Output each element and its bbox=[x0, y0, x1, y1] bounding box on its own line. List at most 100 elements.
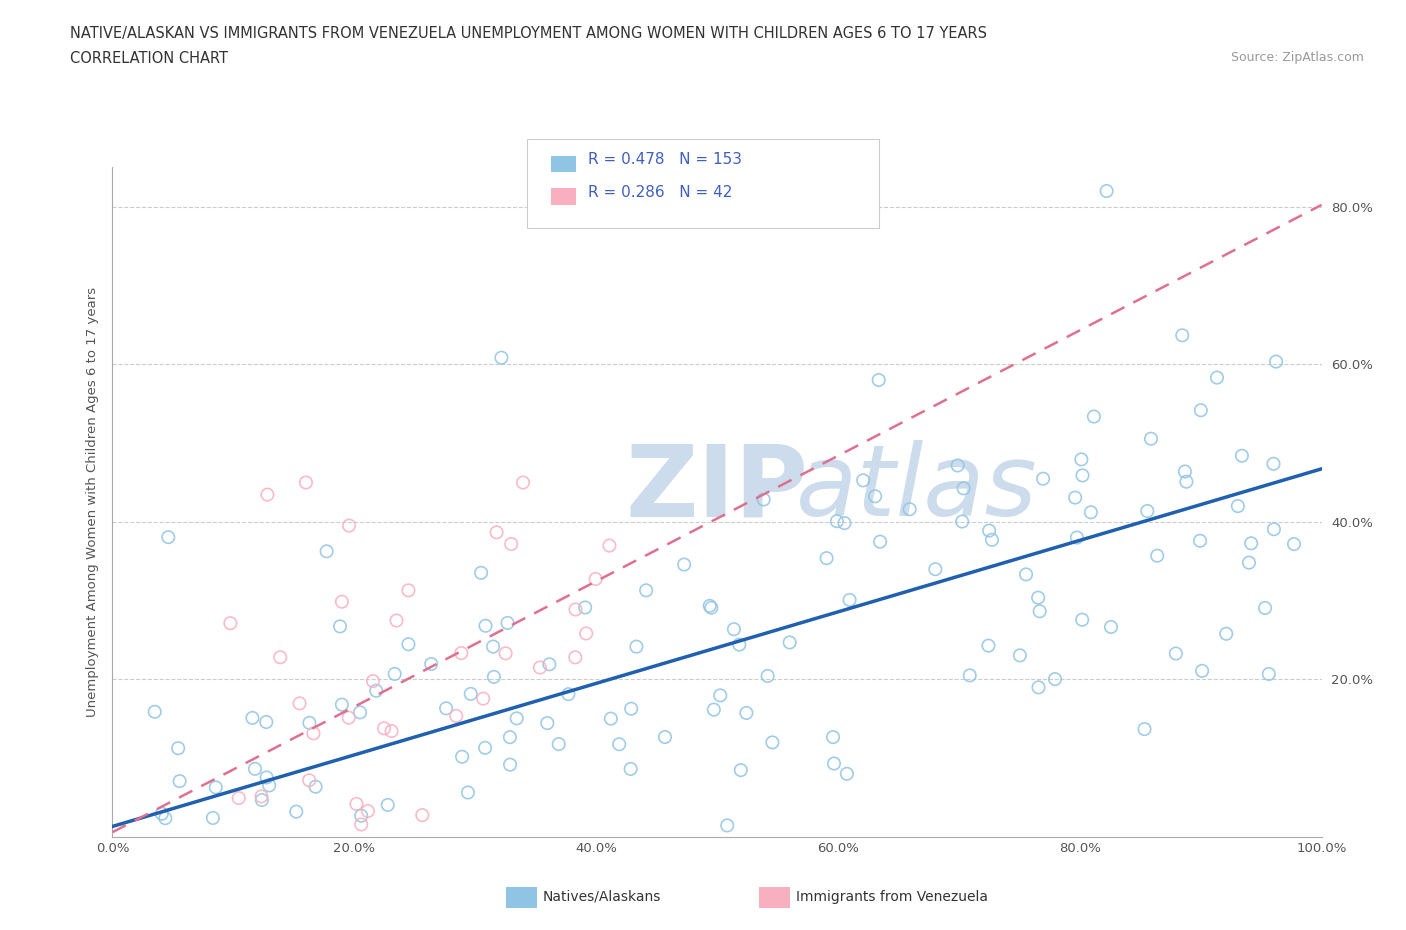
Point bbox=[482, 670, 505, 684]
Point bbox=[700, 600, 723, 615]
Point bbox=[1071, 468, 1094, 483]
Point bbox=[254, 714, 277, 729]
Point bbox=[1191, 663, 1213, 678]
Point bbox=[1070, 452, 1092, 467]
Point bbox=[298, 845, 321, 860]
Point bbox=[761, 735, 783, 750]
Point bbox=[143, 704, 166, 719]
Point bbox=[444, 709, 467, 724]
Point bbox=[723, 622, 745, 637]
Point bbox=[501, 537, 523, 551]
Point bbox=[218, 845, 240, 860]
Point bbox=[547, 737, 569, 751]
Point bbox=[120, 845, 142, 860]
Point bbox=[491, 351, 513, 365]
Point bbox=[728, 637, 751, 652]
Point bbox=[574, 600, 596, 615]
Point bbox=[1263, 457, 1285, 472]
Point bbox=[1146, 549, 1168, 564]
Point bbox=[735, 706, 758, 721]
Point bbox=[673, 557, 696, 572]
Point bbox=[243, 762, 266, 777]
Point bbox=[499, 730, 522, 745]
Point bbox=[256, 487, 278, 502]
Point bbox=[295, 475, 318, 490]
Point bbox=[505, 711, 527, 725]
Point bbox=[1008, 648, 1031, 663]
Point bbox=[979, 524, 1001, 538]
Point bbox=[337, 711, 360, 725]
Point bbox=[959, 668, 981, 683]
Point bbox=[411, 807, 433, 822]
Point bbox=[384, 667, 406, 682]
Point bbox=[536, 716, 558, 731]
Point bbox=[1189, 403, 1212, 418]
Text: ZIP: ZIP bbox=[626, 440, 808, 538]
Point bbox=[486, 845, 509, 860]
Point bbox=[1028, 680, 1050, 695]
Point bbox=[868, 373, 890, 388]
Point bbox=[146, 845, 169, 860]
Point bbox=[329, 619, 352, 634]
Point bbox=[346, 845, 368, 860]
Point bbox=[361, 845, 384, 860]
Point bbox=[1174, 464, 1197, 479]
Point bbox=[398, 637, 420, 652]
Point bbox=[538, 657, 561, 671]
Point bbox=[512, 475, 534, 490]
Point bbox=[823, 730, 845, 745]
Point bbox=[332, 845, 354, 860]
Point bbox=[924, 562, 946, 577]
Point bbox=[1257, 667, 1279, 682]
Point bbox=[201, 845, 224, 860]
Point bbox=[607, 737, 630, 751]
Point bbox=[460, 686, 482, 701]
Point bbox=[1015, 567, 1038, 582]
Point bbox=[470, 565, 492, 580]
Point bbox=[420, 657, 443, 671]
Text: NATIVE/ALASKAN VS IMMIGRANTS FROM VENEZUELA UNEMPLOYMENT AMONG WOMEN WITH CHILDR: NATIVE/ALASKAN VS IMMIGRANTS FROM VENEZU… bbox=[70, 26, 987, 41]
Point bbox=[1265, 354, 1288, 369]
Point bbox=[446, 845, 468, 860]
Point bbox=[280, 845, 302, 860]
Point bbox=[357, 804, 380, 818]
Point bbox=[1071, 612, 1094, 627]
Point bbox=[215, 845, 238, 860]
Point bbox=[626, 639, 648, 654]
Text: Natives/Alaskans: Natives/Alaskans bbox=[543, 889, 661, 904]
Point bbox=[188, 845, 211, 860]
Point bbox=[269, 650, 291, 665]
Point bbox=[190, 845, 212, 860]
Point bbox=[599, 711, 621, 726]
Point bbox=[620, 762, 643, 777]
Point bbox=[304, 779, 326, 794]
Point bbox=[474, 618, 496, 633]
Point bbox=[1136, 503, 1159, 518]
Point bbox=[373, 721, 395, 736]
Point bbox=[1032, 472, 1054, 486]
Point bbox=[157, 530, 180, 545]
Point bbox=[1206, 370, 1229, 385]
Point bbox=[219, 616, 242, 631]
Point bbox=[1066, 530, 1088, 545]
Point bbox=[450, 645, 472, 660]
Point bbox=[898, 502, 921, 517]
Point bbox=[183, 845, 205, 860]
Point bbox=[575, 626, 598, 641]
Point bbox=[1254, 601, 1277, 616]
Point bbox=[256, 770, 278, 785]
Point bbox=[1237, 555, 1260, 570]
Point bbox=[298, 715, 321, 730]
Point bbox=[1215, 626, 1237, 641]
Point bbox=[950, 514, 973, 529]
Text: R = 0.478   N = 153: R = 0.478 N = 153 bbox=[588, 153, 742, 167]
Point bbox=[1140, 432, 1163, 446]
Point bbox=[699, 598, 721, 613]
Point bbox=[385, 613, 408, 628]
Point bbox=[298, 773, 321, 788]
Point bbox=[815, 551, 838, 565]
Point bbox=[1095, 183, 1118, 198]
Text: CORRELATION CHART: CORRELATION CHART bbox=[70, 51, 228, 66]
Point bbox=[250, 792, 273, 807]
Point bbox=[457, 785, 479, 800]
